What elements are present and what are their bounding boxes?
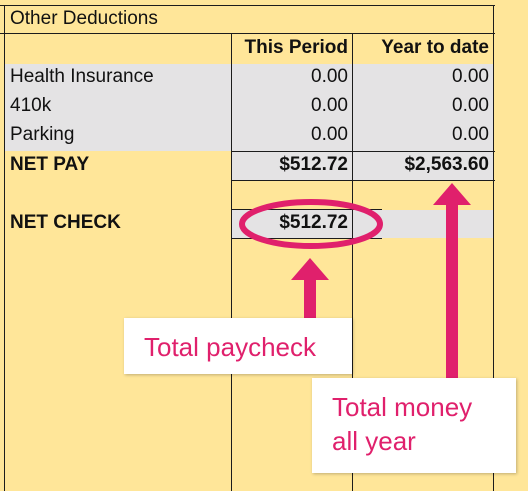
net-pay-this-period: $512.72 bbox=[279, 154, 348, 175]
net-pay-label: NET PAY bbox=[10, 154, 90, 175]
deduction-label: 410k bbox=[10, 95, 52, 116]
deduction-label: Health Insurance bbox=[10, 66, 154, 87]
total-money-text-line2: all year bbox=[332, 426, 416, 456]
deduction-label: Parking bbox=[10, 124, 75, 145]
grid-line bbox=[232, 151, 495, 152]
deduction-this-period: 0.00 bbox=[311, 95, 348, 116]
deduction-this-period: 0.00 bbox=[311, 66, 348, 87]
deduction-year-to-date: 0.00 bbox=[452, 124, 489, 145]
grid-line bbox=[0, 5, 495, 6]
net-check-label: NET CHECK bbox=[10, 212, 121, 233]
total-paycheck-text: Total paycheck bbox=[144, 332, 316, 362]
arrow-up-to-year-total bbox=[433, 183, 471, 378]
column-header-year-to-date: Year to date bbox=[381, 37, 489, 58]
deduction-year-to-date: 0.00 bbox=[452, 95, 489, 116]
grid-line bbox=[232, 209, 382, 210]
section-title: Other Deductions bbox=[10, 8, 158, 29]
grid-line bbox=[352, 33, 353, 491]
grid-line bbox=[493, 5, 494, 491]
net-pay-this-period-band bbox=[232, 152, 352, 180]
net-check-this-period: $512.72 bbox=[279, 212, 348, 233]
net-pay-year-to-date: $2,563.60 bbox=[404, 154, 489, 175]
grid-line bbox=[0, 33, 495, 34]
grid-line bbox=[232, 238, 382, 239]
grid-line bbox=[4, 5, 5, 491]
total-paycheck-callout: Total paycheck bbox=[124, 318, 352, 374]
net-pay-ytd-band bbox=[353, 152, 493, 180]
grid-line bbox=[231, 33, 232, 491]
column-header-this-period: This Period bbox=[244, 37, 348, 58]
highlight-circle bbox=[239, 199, 383, 249]
arrow-up-to-paycheck bbox=[291, 258, 329, 320]
grid-line bbox=[232, 180, 495, 181]
deduction-year-to-date: 0.00 bbox=[452, 66, 489, 87]
total-money-callout: Total money all year bbox=[312, 378, 516, 473]
deduction-this-period: 0.00 bbox=[311, 124, 348, 145]
deductions-band bbox=[5, 64, 493, 151]
total-money-text-line1: Total money bbox=[332, 392, 473, 422]
